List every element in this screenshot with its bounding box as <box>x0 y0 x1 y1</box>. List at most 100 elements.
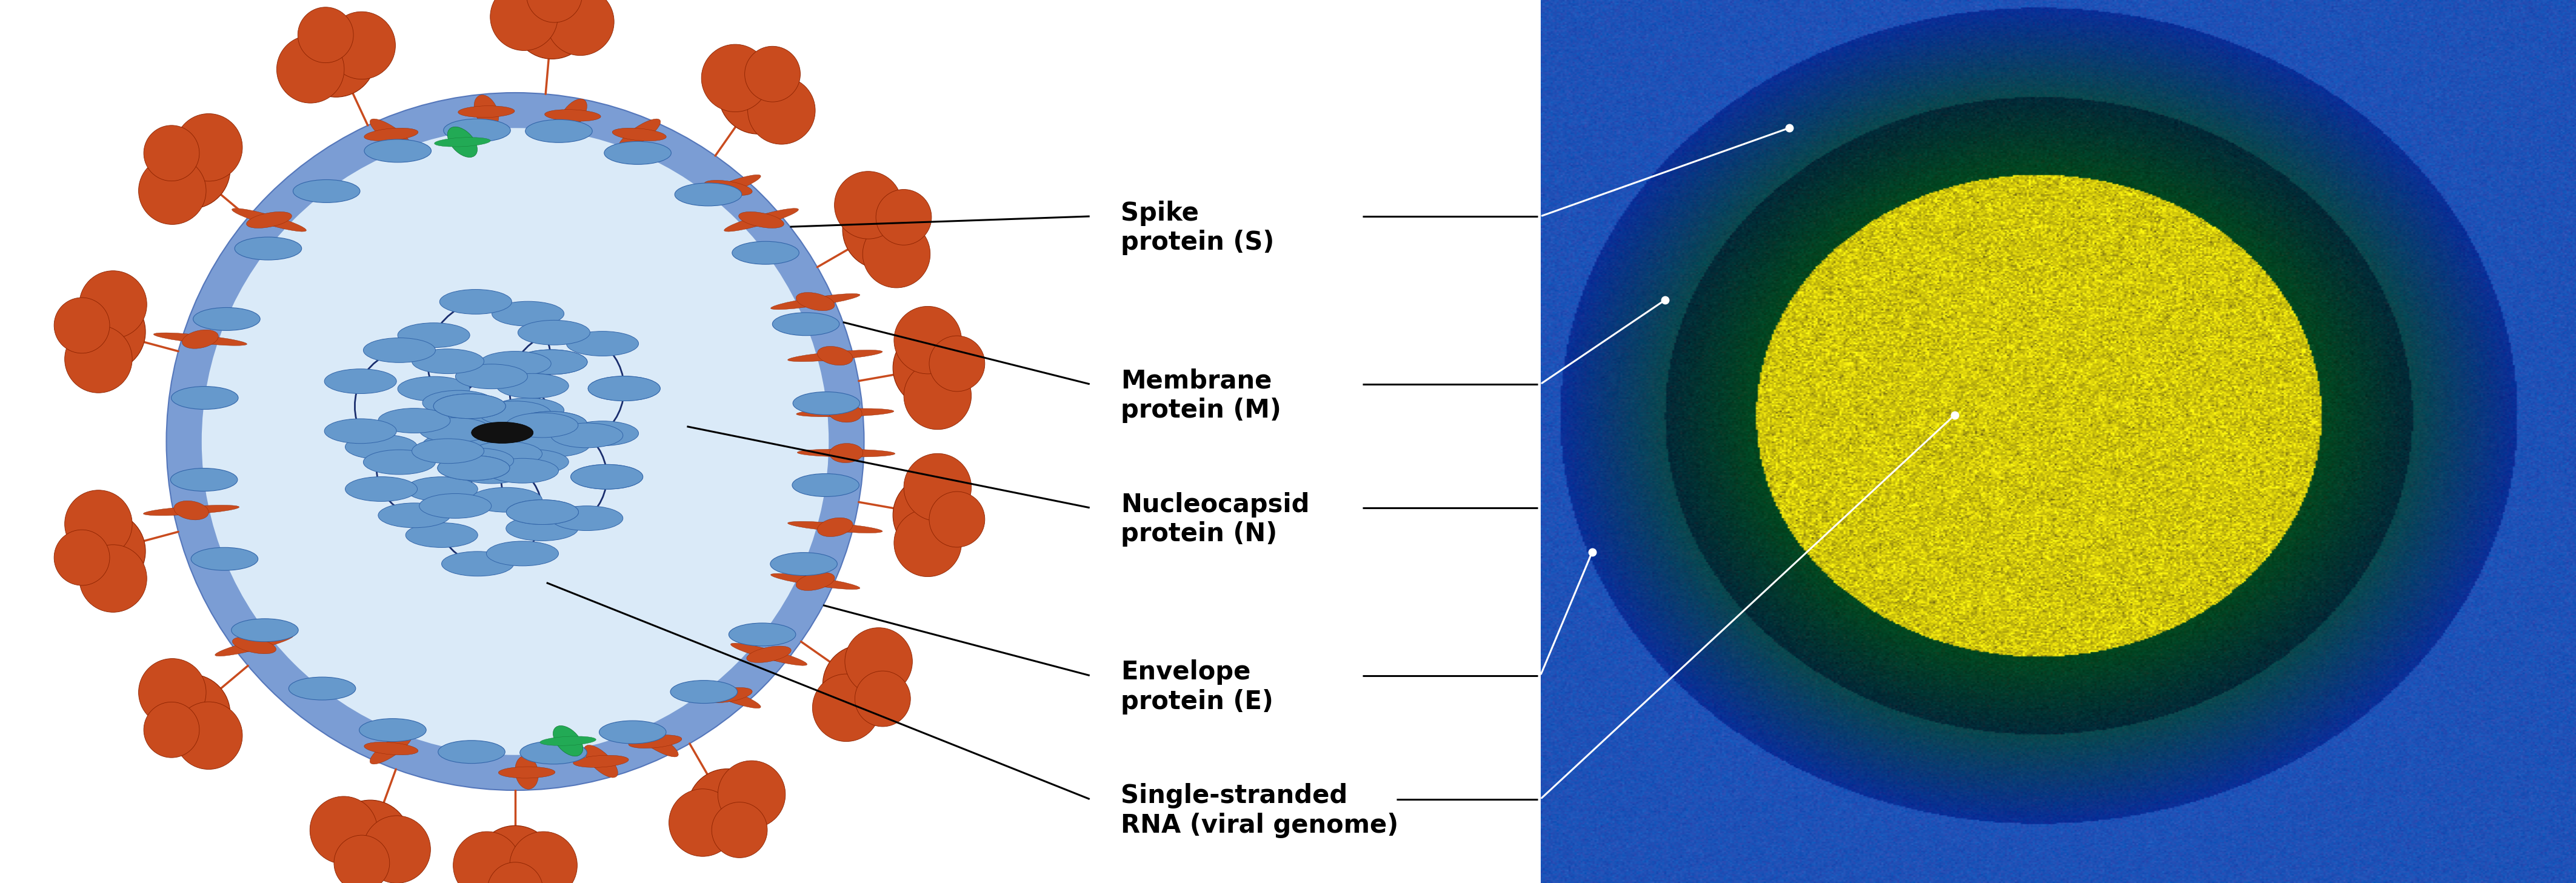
Circle shape <box>438 456 510 480</box>
Circle shape <box>505 516 577 540</box>
Circle shape <box>518 432 590 457</box>
Ellipse shape <box>276 35 345 103</box>
Circle shape <box>440 449 513 473</box>
Ellipse shape <box>930 492 984 547</box>
Circle shape <box>294 179 361 202</box>
Ellipse shape <box>144 125 198 181</box>
Ellipse shape <box>930 336 984 391</box>
Circle shape <box>600 721 667 743</box>
Ellipse shape <box>459 106 515 117</box>
Circle shape <box>487 541 559 566</box>
Ellipse shape <box>894 509 961 577</box>
Ellipse shape <box>770 573 860 589</box>
Ellipse shape <box>448 127 477 157</box>
Ellipse shape <box>167 93 863 790</box>
Ellipse shape <box>453 832 520 883</box>
Ellipse shape <box>477 826 554 883</box>
Ellipse shape <box>54 298 111 353</box>
Circle shape <box>358 719 425 742</box>
Ellipse shape <box>144 702 198 758</box>
Ellipse shape <box>497 766 554 778</box>
Circle shape <box>497 374 569 398</box>
Circle shape <box>363 449 435 474</box>
Ellipse shape <box>696 682 760 708</box>
Ellipse shape <box>327 11 397 79</box>
Ellipse shape <box>842 190 922 269</box>
Ellipse shape <box>574 755 629 767</box>
Ellipse shape <box>152 129 229 208</box>
Ellipse shape <box>618 119 659 150</box>
Ellipse shape <box>544 109 600 121</box>
Ellipse shape <box>711 802 768 857</box>
Ellipse shape <box>541 736 595 745</box>
Circle shape <box>433 394 505 419</box>
Ellipse shape <box>696 175 760 201</box>
Text: Nucleocapsid
protein (N): Nucleocapsid protein (N) <box>1121 492 1309 547</box>
Circle shape <box>420 418 492 442</box>
Ellipse shape <box>796 409 894 417</box>
Ellipse shape <box>80 271 147 338</box>
Circle shape <box>515 411 587 436</box>
Circle shape <box>567 331 639 356</box>
Circle shape <box>587 376 659 401</box>
Ellipse shape <box>232 208 307 231</box>
Circle shape <box>567 421 639 446</box>
Circle shape <box>438 456 510 480</box>
Ellipse shape <box>894 475 971 555</box>
Circle shape <box>397 323 469 348</box>
Circle shape <box>170 387 237 410</box>
Ellipse shape <box>719 760 786 828</box>
Ellipse shape <box>335 835 389 883</box>
Circle shape <box>515 350 587 374</box>
Ellipse shape <box>183 329 219 349</box>
Circle shape <box>420 494 492 518</box>
Ellipse shape <box>747 646 791 662</box>
Text: Spike
protein (S): Spike protein (S) <box>1121 200 1275 255</box>
Circle shape <box>479 401 551 426</box>
Circle shape <box>379 503 451 528</box>
Ellipse shape <box>363 816 430 883</box>
Ellipse shape <box>719 55 799 134</box>
Circle shape <box>440 410 513 434</box>
Ellipse shape <box>829 443 863 463</box>
Text: Envelope
protein (E): Envelope protein (E) <box>1121 660 1273 714</box>
Ellipse shape <box>894 328 971 408</box>
Circle shape <box>670 681 737 704</box>
Ellipse shape <box>631 727 677 757</box>
Ellipse shape <box>835 171 902 239</box>
Circle shape <box>422 433 495 457</box>
Circle shape <box>325 369 397 394</box>
Ellipse shape <box>173 501 209 520</box>
Ellipse shape <box>526 0 582 22</box>
Circle shape <box>729 623 796 646</box>
Circle shape <box>170 468 237 491</box>
Circle shape <box>515 350 587 374</box>
Circle shape <box>605 141 672 164</box>
Circle shape <box>440 551 513 576</box>
Circle shape <box>515 411 587 436</box>
Ellipse shape <box>546 0 613 56</box>
Text: Membrane
protein (M): Membrane protein (M) <box>1121 368 1280 423</box>
Circle shape <box>471 422 533 443</box>
Circle shape <box>193 307 260 330</box>
Ellipse shape <box>559 99 587 132</box>
Ellipse shape <box>796 292 835 311</box>
Ellipse shape <box>67 292 144 372</box>
Circle shape <box>492 398 564 423</box>
Ellipse shape <box>863 220 930 288</box>
Ellipse shape <box>845 628 912 695</box>
Ellipse shape <box>175 702 242 769</box>
Circle shape <box>479 351 551 376</box>
Ellipse shape <box>829 403 863 422</box>
Ellipse shape <box>363 128 417 141</box>
Ellipse shape <box>299 7 353 63</box>
Ellipse shape <box>770 294 860 310</box>
Ellipse shape <box>855 671 909 727</box>
Ellipse shape <box>811 674 881 742</box>
Ellipse shape <box>64 490 131 558</box>
Circle shape <box>507 500 580 525</box>
Ellipse shape <box>371 119 412 150</box>
Circle shape <box>422 390 495 415</box>
Ellipse shape <box>554 726 582 756</box>
Circle shape <box>497 449 569 474</box>
